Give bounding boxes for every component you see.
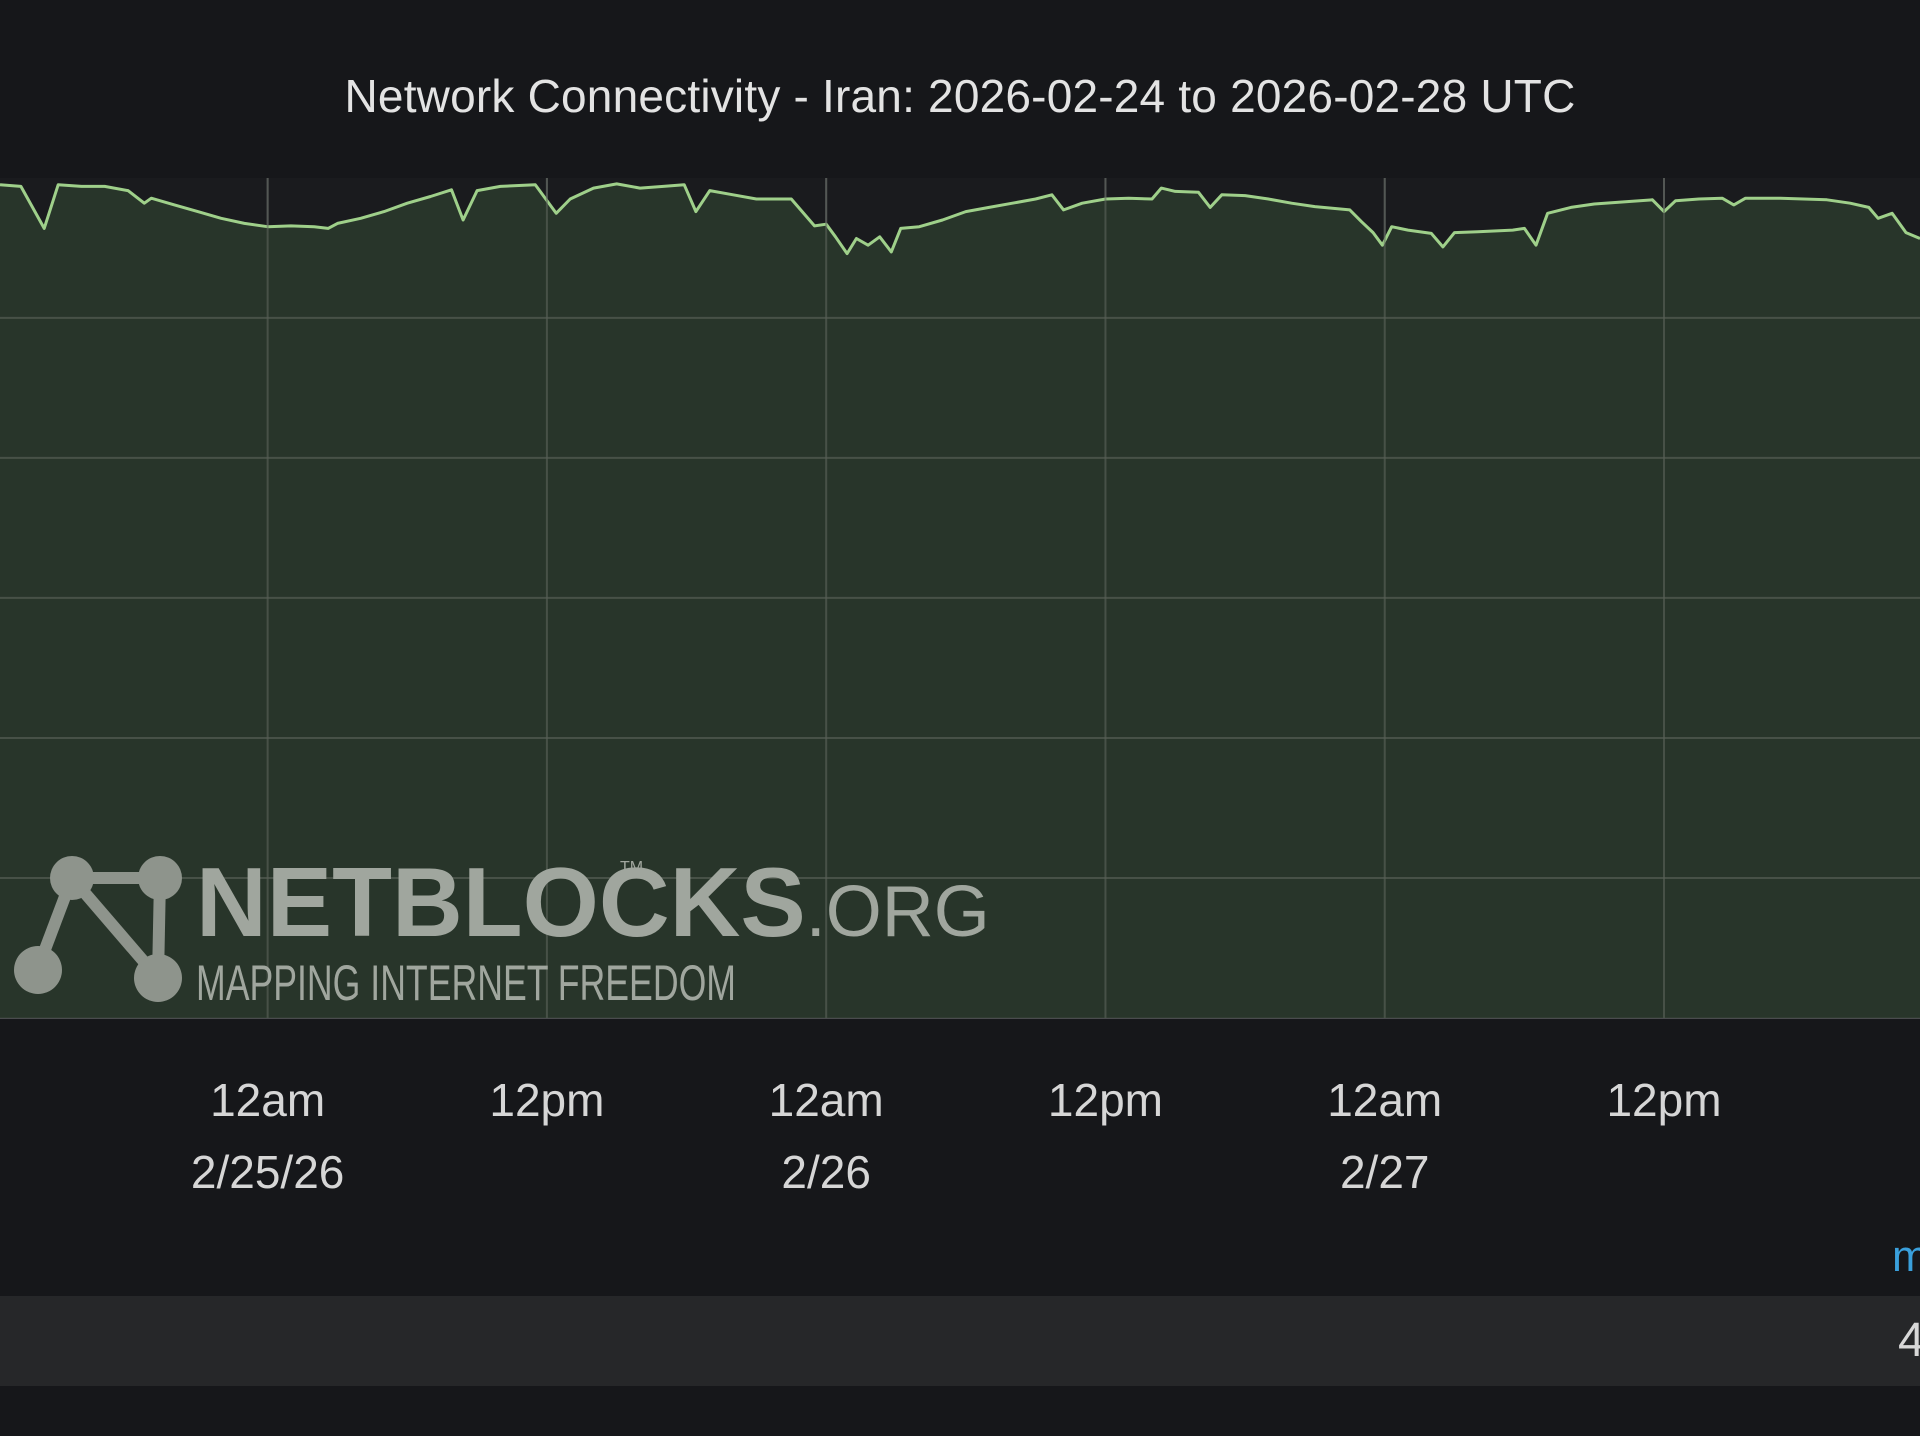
x-tick-label: 12pm <box>1606 1074 1721 1126</box>
watermark-trademark: TM <box>620 859 643 876</box>
more-link[interactable]: m <box>1892 1232 1920 1281</box>
x-tick-label: 12am <box>210 1074 325 1126</box>
x-tick-sublabel: 2/25/26 <box>191 1146 344 1198</box>
x-tick-label: 12pm <box>489 1074 604 1126</box>
x-axis-ticks: 12am 2/25/26 12pm 12am 2/26 12pm 12am 2/27 12pm 1… <box>191 1074 1920 1198</box>
series-area <box>0 178 1920 1018</box>
x-tick-label: 12pm <box>1048 1074 1163 1126</box>
x-tick-sublabel: 2/26 <box>781 1146 871 1198</box>
watermark-brand: NETBLOCKS.ORG <box>196 847 990 957</box>
x-tick-label: 12 <box>1918 1074 1920 1126</box>
x-tick-label: 12am <box>769 1074 884 1126</box>
x-tick-sublabel: 2/27 <box>1340 1146 1430 1198</box>
netblocks-logo-icon <box>14 856 182 1002</box>
x-tick-label: 12am <box>1327 1074 1442 1126</box>
watermark-tagline: MAPPING INTERNET FREEDOM <box>196 955 736 1011</box>
summary-bar <box>0 1296 1920 1386</box>
summary-value: 4 <box>1898 1314 1920 1367</box>
netblocks-watermark: NETBLOCKS.ORG TM MAPPING INTERNET FREEDO… <box>14 847 990 1011</box>
series-line <box>0 182 1920 256</box>
chart-title: Network Connectivity - Iran: 2026-02-24 … <box>344 70 1576 122</box>
series-area-fill <box>0 183 1920 1018</box>
